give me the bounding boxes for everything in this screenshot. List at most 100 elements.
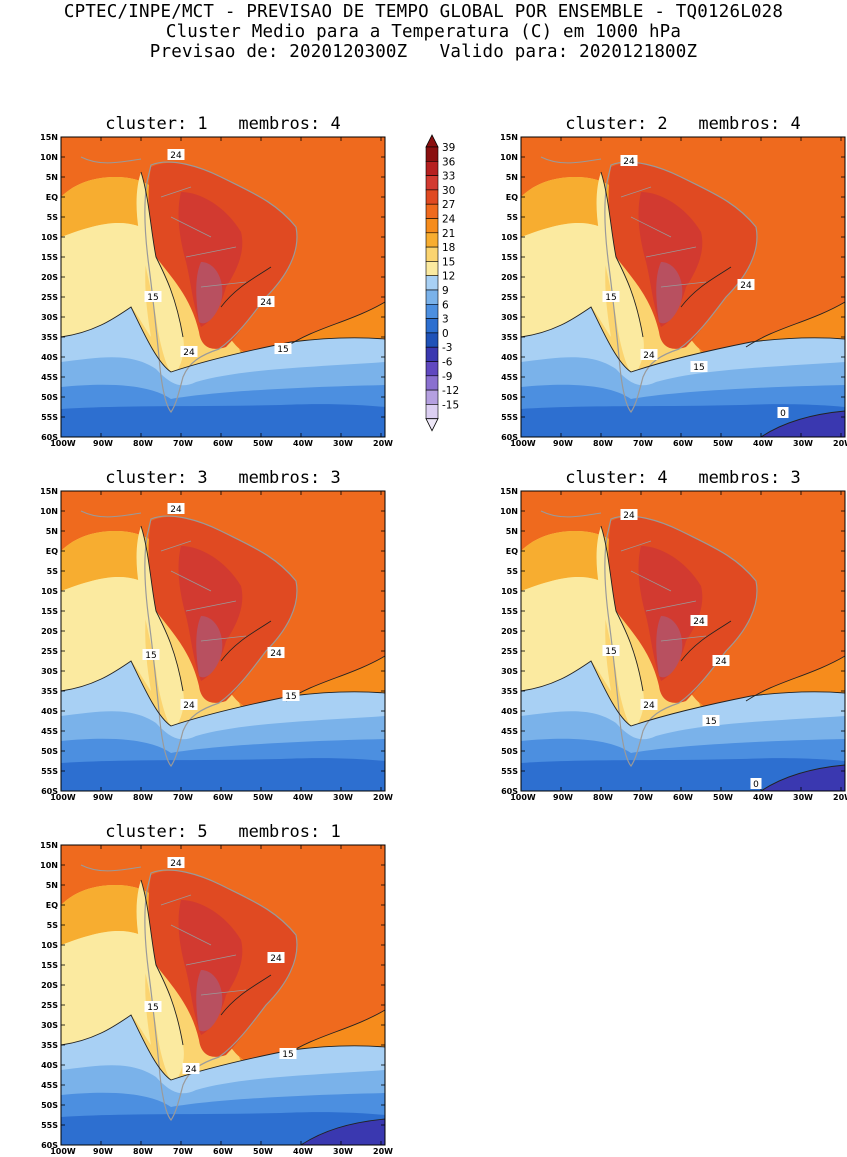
lon-tick-label: 60W bbox=[213, 1147, 233, 1156]
colorbar-swatch bbox=[425, 218, 439, 234]
lat-tick-label: 35S bbox=[41, 1041, 58, 1050]
lat-tick-label: 10S bbox=[501, 587, 518, 596]
lon-tick-label: 100W bbox=[510, 439, 536, 448]
contour-label: 24 bbox=[643, 351, 655, 361]
contour-label: 24 bbox=[270, 954, 282, 964]
lon-tick-label: 60W bbox=[213, 439, 233, 448]
lat-tick-label: 10N bbox=[500, 153, 518, 162]
lat-tick-label: 55S bbox=[41, 413, 58, 422]
lon-tick-label: 20W bbox=[833, 439, 847, 448]
lat-tick-label: 5N bbox=[46, 881, 58, 890]
lat-tick-label: 10S bbox=[41, 233, 58, 242]
lon-tick-label: 70W bbox=[633, 793, 653, 802]
colorbar-label: -9 bbox=[442, 371, 452, 383]
contour-label: 24 bbox=[183, 701, 195, 711]
lon-tick-label: 80W bbox=[133, 439, 153, 448]
lat-tick-label: 60S bbox=[41, 787, 58, 796]
lon-tick-label: 80W bbox=[593, 793, 613, 802]
colorbar-swatch bbox=[425, 175, 439, 191]
lon-tick-label: 90W bbox=[93, 1147, 113, 1156]
lat-tick-label: 25S bbox=[41, 293, 58, 302]
contour-label: 24 bbox=[623, 157, 635, 167]
contour-label: 24 bbox=[693, 617, 705, 627]
lat-tick-label: 30S bbox=[41, 667, 58, 676]
lat-tick-label: 30S bbox=[41, 1021, 58, 1030]
contour-label: 24 bbox=[643, 701, 655, 711]
lat-tick-label: 5S bbox=[507, 213, 519, 222]
lat-tick-label: 15S bbox=[41, 961, 58, 970]
lat-tick-label: 5N bbox=[46, 527, 58, 536]
panel-title-2: cluster: 2 membros: 4 bbox=[565, 114, 801, 134]
lon-tick-label: 40W bbox=[293, 793, 313, 802]
contour-label: 0 bbox=[753, 780, 759, 790]
contour-label: 15 bbox=[147, 1003, 158, 1013]
contour-label: 24 bbox=[715, 657, 727, 667]
lat-tick-label: 15N bbox=[40, 841, 58, 850]
lat-tick-label: 40S bbox=[41, 353, 58, 362]
panel-title-5: cluster: 5 membros: 1 bbox=[105, 822, 341, 842]
lat-tick-label: EQ bbox=[506, 193, 518, 202]
lat-tick-label: 20S bbox=[41, 981, 58, 990]
lat-tick-label: 40S bbox=[41, 1061, 58, 1070]
lat-tick-label: 5N bbox=[506, 173, 518, 182]
lon-tick-label: 30W bbox=[333, 439, 353, 448]
contour-label: 24 bbox=[270, 649, 282, 659]
colorbar-swatch bbox=[425, 346, 439, 362]
lat-tick-label: 25S bbox=[501, 293, 518, 302]
lat-tick-label: 5N bbox=[506, 527, 518, 536]
lat-tick-label: 35S bbox=[41, 687, 58, 696]
header-line-2: Cluster Medio para a Temperatura (C) em … bbox=[165, 22, 682, 42]
lat-tick-label: 45S bbox=[501, 373, 518, 382]
header-line-3: Previsao de: 2020120300Z Valido para: 20… bbox=[149, 42, 698, 62]
colorbar-swatch bbox=[425, 318, 439, 334]
lon-tick-label: 40W bbox=[753, 793, 773, 802]
map-panel-5: 15N 10N 5N EQ 5S 10S 15S 20S 25S 30S 35S 40S 45S 50S 5… bbox=[40, 841, 393, 1156]
contour-label: 15 bbox=[605, 293, 616, 303]
lat-tick-label: 30S bbox=[41, 313, 58, 322]
lat-tick-label: 10S bbox=[501, 233, 518, 242]
lat-tick-label: 20S bbox=[501, 627, 518, 636]
lon-tick-label: 60W bbox=[673, 793, 693, 802]
panel-title-4: cluster: 4 membros: 3 bbox=[565, 468, 801, 488]
contour-label: 15 bbox=[705, 717, 716, 727]
map-panel-1: 15N 10N 5N EQ 5S 10S 15S 20S 25S 30S 35S 40S 45S 50S 5… bbox=[40, 133, 393, 448]
lat-tick-label: 5S bbox=[47, 213, 59, 222]
lon-tick-label: 100W bbox=[50, 1147, 76, 1156]
lon-tick-label: 70W bbox=[173, 439, 193, 448]
colorbar-label: 33 bbox=[442, 171, 455, 183]
colorbar-swatch bbox=[425, 232, 439, 248]
lat-tick-label: 50S bbox=[41, 393, 58, 402]
lat-tick-label: 40S bbox=[501, 707, 518, 716]
lon-tick-label: 100W bbox=[50, 793, 76, 802]
lon-tick-label: 20W bbox=[833, 793, 847, 802]
lon-tick-label: 100W bbox=[510, 793, 536, 802]
lat-tick-label: 50S bbox=[41, 747, 58, 756]
lon-tick-label: 80W bbox=[593, 439, 613, 448]
lon-tick-label: 90W bbox=[93, 439, 113, 448]
colorbar-label: 36 bbox=[442, 156, 456, 168]
contour-label: 15 bbox=[145, 651, 156, 661]
colorbar-swatch bbox=[425, 246, 439, 262]
colorbar-label: 15 bbox=[442, 256, 455, 268]
contour-label: 24 bbox=[740, 281, 752, 291]
lat-tick-label: 30S bbox=[501, 667, 518, 676]
lon-tick-label: 20W bbox=[373, 793, 393, 802]
lat-tick-label: 10S bbox=[41, 587, 58, 596]
colorbar-label: 9 bbox=[442, 285, 449, 297]
lon-tick-label: 50W bbox=[253, 793, 273, 802]
lat-tick-label: 20S bbox=[41, 273, 58, 282]
contour-label: 24 bbox=[185, 1065, 197, 1075]
lat-tick-label: 60S bbox=[501, 433, 518, 442]
lon-tick-label: 90W bbox=[553, 793, 573, 802]
lon-tick-label: 50W bbox=[713, 793, 733, 802]
colorbar-label: 30 bbox=[442, 185, 455, 197]
lat-tick-label: 55S bbox=[41, 1121, 58, 1130]
map-panel-3: 15N 10N 5N EQ 5S 10S 15S 20S 25S 30S 35S 40S 45S 50S 5… bbox=[40, 487, 393, 802]
lat-tick-label: 5S bbox=[507, 567, 519, 576]
colorbar-label: 6 bbox=[442, 299, 449, 311]
header-line-1: CPTEC/INPE/MCT - PREVISAO DE TEMPO GLOBA… bbox=[63, 2, 784, 22]
lat-tick-label: 10N bbox=[40, 861, 58, 870]
contour-label: 24 bbox=[170, 859, 182, 869]
map-panel-4: 15N 10N 5N EQ 5S 10S 15S 20S 25S 30S 35S 40S 45S 50S 5… bbox=[500, 487, 847, 802]
lat-tick-label: 55S bbox=[501, 767, 518, 776]
